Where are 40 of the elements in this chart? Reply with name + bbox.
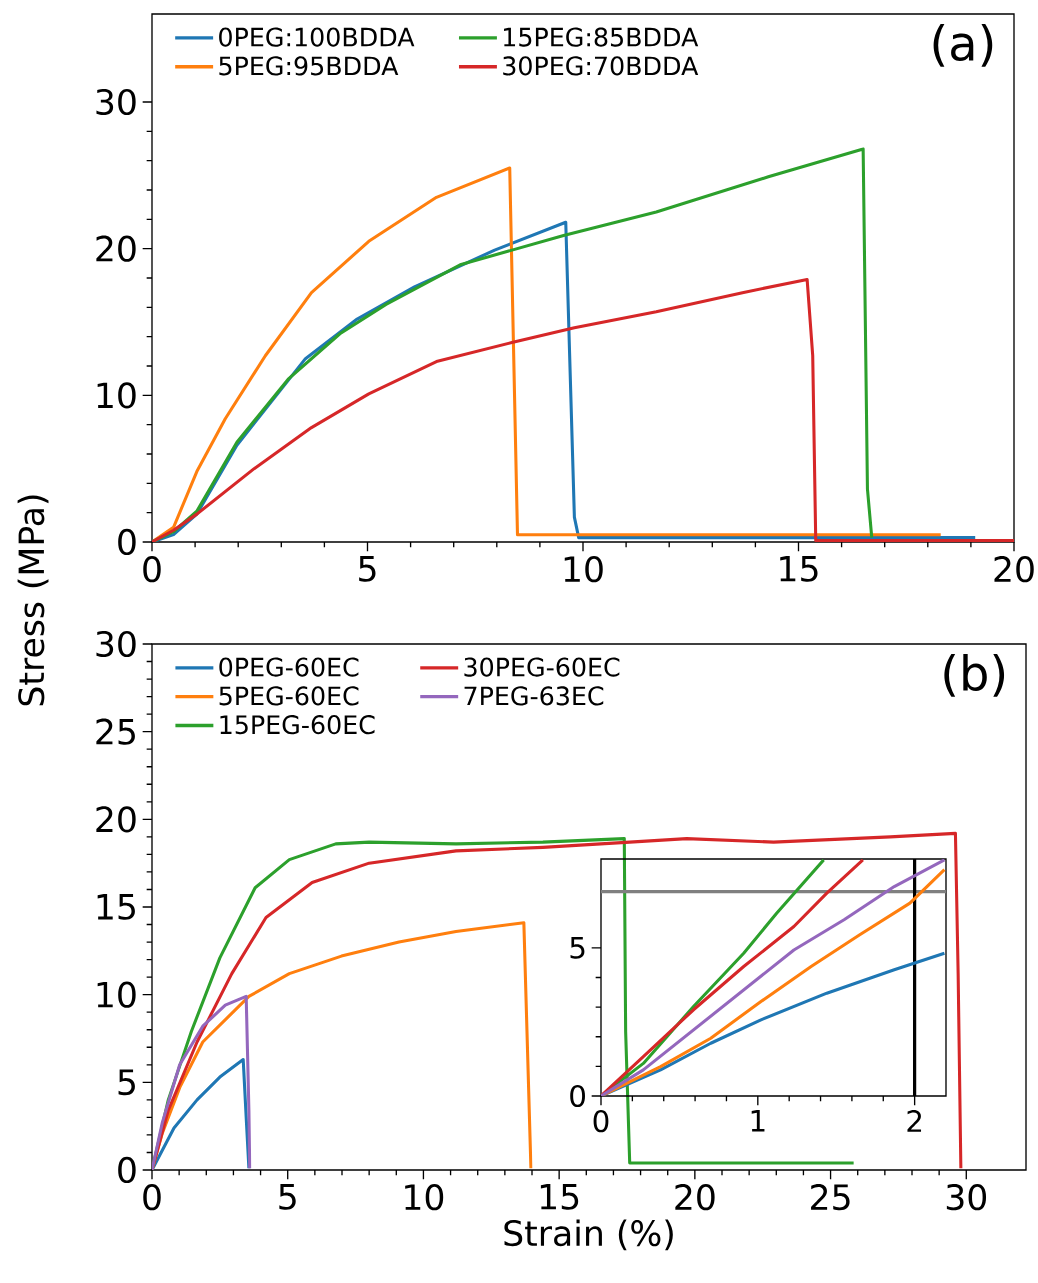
y-tick-label: 0 xyxy=(118,528,136,556)
x-tick-label: 1 xyxy=(751,1110,765,1132)
y-tick-label: 20 xyxy=(96,806,136,833)
legend-label: 15PEG:85BDDA xyxy=(504,27,699,47)
x-tick-label: 20 xyxy=(675,1184,715,1211)
line-series xyxy=(152,1058,251,1170)
annotation: (a) xyxy=(933,24,993,67)
legend-label: 7PEG-63EC xyxy=(464,686,604,706)
x-tick-label: 15 xyxy=(780,556,818,582)
y-tick-label: 20 xyxy=(96,235,136,262)
x-tick-label: 5 xyxy=(359,556,376,582)
legend-label: 30PEG-60EC xyxy=(464,657,620,677)
y-tick-label: 0 xyxy=(118,1156,136,1184)
x-tick-label: 20 xyxy=(994,556,1034,583)
x-tick-label: 30 xyxy=(946,1184,987,1211)
x-axis-title: Strain (%) xyxy=(504,1219,673,1251)
x-tick-label: 2 xyxy=(907,1110,922,1132)
x-tick-label: 0 xyxy=(143,556,161,583)
line-series xyxy=(152,994,252,1170)
y-axis-title: Stress (MPa) xyxy=(17,495,49,706)
x-tick-label: 0 xyxy=(593,1110,609,1133)
y-tick-label: 30 xyxy=(96,88,136,116)
y-tick-label: 10 xyxy=(97,382,136,409)
y-tick-label: 15 xyxy=(97,894,135,920)
legend-label: 30PEG:70BDDA xyxy=(503,56,699,76)
x-tick-label: 25 xyxy=(811,1184,850,1211)
annotation: (b) xyxy=(944,653,1005,697)
legend-label: 0PEG:100BDDA xyxy=(219,27,415,47)
x-tick-label: 5 xyxy=(279,1184,296,1210)
line-series xyxy=(152,277,1014,542)
y-tick-label: 25 xyxy=(96,718,135,745)
y-tick-label: 10 xyxy=(97,981,136,1008)
legend-label: 0PEG-60EC xyxy=(219,657,359,677)
x-tick-label: 0 xyxy=(143,1184,161,1211)
x-tick-label: 10 xyxy=(405,1184,444,1211)
y-tick-label: 5 xyxy=(118,1069,135,1096)
legend-label: 5PEG:95BDDA xyxy=(219,56,399,76)
legend-label: 5PEG-60EC xyxy=(219,686,359,706)
y-tick-label: 30 xyxy=(96,630,136,658)
legend-label: 15PEG-60EC xyxy=(220,715,375,735)
